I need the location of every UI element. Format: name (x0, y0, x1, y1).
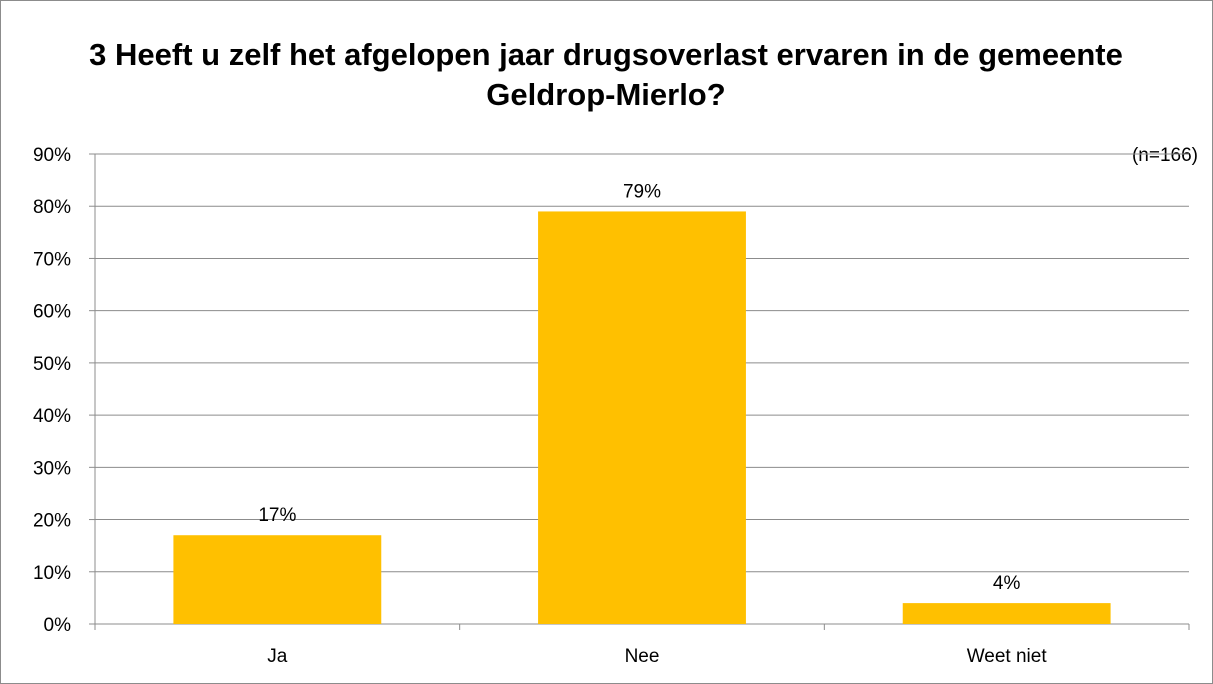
y-tick-label: 90% (33, 145, 71, 166)
x-category-label: Weet niet (967, 646, 1048, 667)
x-category-label: Ja (267, 646, 288, 667)
bar (902, 603, 1111, 624)
bar (538, 211, 746, 624)
y-tick-label: 60% (33, 302, 71, 323)
y-tick-label: 0% (44, 615, 72, 636)
sample-size-note: (n=166) (1131, 145, 1198, 166)
y-tick-label: 80% (33, 197, 71, 218)
y-tick-label: 10% (33, 563, 71, 584)
bar (173, 535, 382, 624)
y-tick-label: 20% (33, 511, 71, 532)
data-label: 17% (258, 505, 296, 526)
y-tick-label: 70% (33, 249, 71, 270)
x-category-label: Nee (625, 646, 660, 667)
y-tick-label: 40% (33, 406, 71, 427)
data-label: 4% (993, 573, 1021, 594)
chart-title: 3 Heeft u zelf het afgelopen jaar drugso… (89, 37, 1123, 112)
data-label: 79% (623, 181, 661, 202)
y-tick-label: 50% (33, 354, 71, 375)
y-tick-label: 30% (33, 458, 71, 479)
